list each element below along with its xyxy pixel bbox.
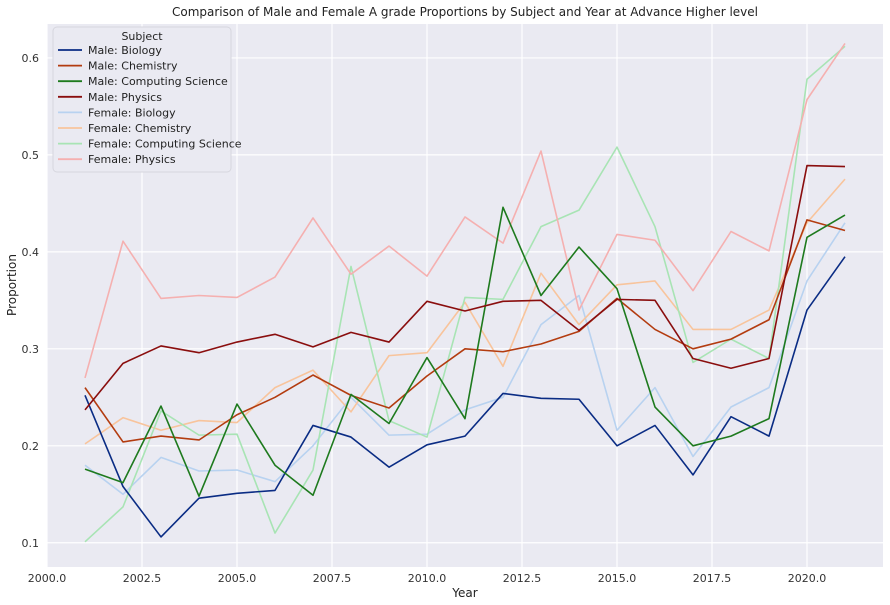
y-axis-label: Proportion <box>5 254 19 316</box>
series-line-1 <box>84 219 846 443</box>
chart-title: Comparison of Male and Female A grade Pr… <box>172 5 758 19</box>
legend-entry: Female: Biology <box>88 106 176 119</box>
tick-labels: 2000.0 2002.5 2005.0 2007.5 2010.0 2012.5 2015… <box>22 52 827 585</box>
series-lines <box>84 42 846 543</box>
series-line-0 <box>84 256 846 538</box>
gridlines <box>46 24 883 567</box>
legend-entry: Male: Chemistry <box>88 60 178 73</box>
x-axis-label: Year <box>451 586 477 600</box>
legend-entry: Male: Physics <box>88 91 162 104</box>
legend-entry: Female: Physics <box>88 153 176 166</box>
x-tick-label: 2002.5 <box>123 572 162 585</box>
series-line-5 <box>84 178 846 445</box>
series-line-2 <box>84 206 846 498</box>
x-tick-label: 2007.5 <box>313 572 352 585</box>
series-line-4 <box>84 222 846 496</box>
legend-entry: Male: Biology <box>88 44 162 57</box>
x-tick-label: 2015.0 <box>598 572 637 585</box>
y-tick-label: 0.5 <box>22 149 40 162</box>
y-tick-label: 0.1 <box>22 537 40 550</box>
legend-box <box>52 26 232 173</box>
series-line-3 <box>84 164 846 411</box>
series-line-7 <box>84 42 846 379</box>
legend-title: Subject <box>121 30 163 43</box>
series-line-6 <box>84 45 846 543</box>
x-tick-label: 2010.0 <box>408 572 447 585</box>
x-tick-label: 2012.5 <box>503 572 542 585</box>
x-tick-label: 2000.0 <box>28 572 67 585</box>
legend-entry: Female: Chemistry <box>88 122 192 135</box>
legend-entry: Male: Computing Science <box>88 75 228 88</box>
y-tick-label: 0.6 <box>22 52 40 65</box>
x-tick-label: 2020.0 <box>788 572 827 585</box>
x-tick-label: 2005.0 <box>218 572 257 585</box>
x-tick-label: 2017.5 <box>693 572 732 585</box>
y-tick-label: 0.2 <box>22 440 40 453</box>
y-tick-label: 0.3 <box>22 343 40 356</box>
y-tick-label: 0.4 <box>22 246 40 259</box>
legend-entry: Female: Computing Science <box>88 138 242 151</box>
